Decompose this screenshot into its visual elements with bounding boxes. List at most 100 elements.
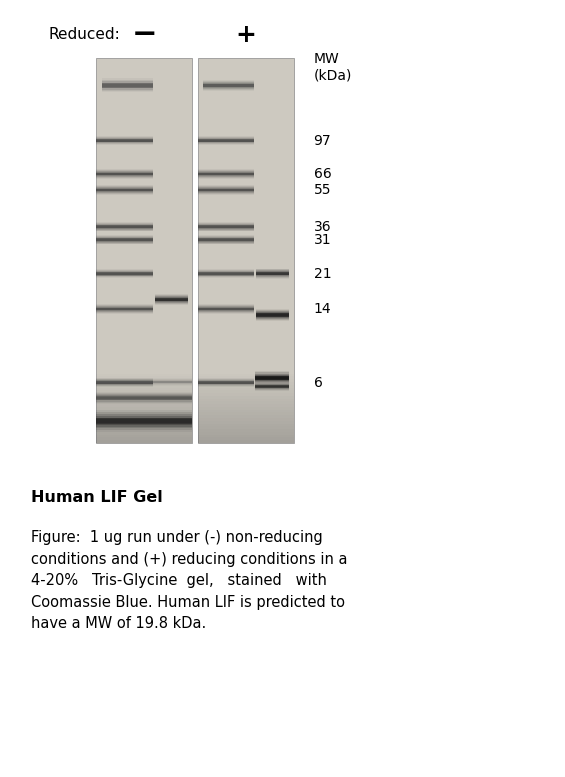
Bar: [198, 378, 254, 387]
Text: +: +: [236, 23, 256, 47]
Bar: [198, 173, 254, 175]
Bar: [198, 136, 254, 145]
Bar: [198, 140, 254, 141]
Bar: [203, 83, 254, 88]
Bar: [96, 388, 192, 390]
Bar: [198, 385, 294, 388]
Bar: [198, 272, 254, 275]
Bar: [256, 313, 289, 317]
Bar: [255, 385, 289, 388]
Bar: [198, 382, 254, 384]
Bar: [198, 238, 254, 242]
Bar: [102, 82, 153, 89]
Bar: [198, 440, 294, 443]
Bar: [96, 376, 192, 379]
Bar: [96, 418, 192, 420]
Bar: [96, 139, 153, 142]
Text: 97: 97: [314, 134, 331, 148]
Bar: [96, 382, 153, 384]
Bar: [96, 416, 192, 427]
Text: 31: 31: [314, 233, 331, 247]
Bar: [198, 306, 254, 312]
Bar: [96, 379, 153, 386]
Bar: [96, 305, 153, 314]
Bar: [255, 375, 289, 382]
Bar: [203, 79, 254, 91]
Bar: [96, 239, 153, 241]
Bar: [96, 381, 192, 383]
Bar: [96, 270, 153, 277]
Bar: [198, 226, 254, 228]
Bar: [96, 237, 153, 242]
Text: 66: 66: [314, 167, 331, 181]
Bar: [155, 294, 188, 305]
Bar: [96, 393, 192, 395]
Bar: [198, 239, 254, 241]
Bar: [198, 307, 254, 311]
Bar: [96, 379, 192, 385]
Bar: [198, 390, 294, 393]
Bar: [96, 186, 153, 193]
Bar: [256, 272, 289, 275]
Bar: [198, 418, 294, 420]
Text: MW
(kDa): MW (kDa): [314, 52, 352, 82]
Bar: [255, 384, 289, 389]
Text: 14: 14: [314, 302, 331, 316]
Bar: [96, 308, 153, 310]
Bar: [96, 308, 153, 310]
Bar: [102, 78, 153, 92]
Bar: [96, 380, 192, 384]
Bar: [198, 270, 254, 277]
Bar: [255, 376, 289, 380]
Bar: [96, 396, 192, 399]
Bar: [96, 382, 192, 383]
Bar: [198, 399, 294, 402]
Bar: [96, 171, 153, 177]
Bar: [96, 140, 153, 141]
Bar: [96, 305, 153, 312]
Bar: [198, 420, 294, 423]
Bar: [96, 410, 192, 432]
Bar: [96, 307, 153, 311]
Bar: [198, 381, 254, 385]
Text: 55: 55: [314, 183, 331, 197]
Bar: [102, 84, 153, 87]
Bar: [96, 224, 153, 229]
Bar: [198, 388, 294, 390]
Bar: [255, 385, 289, 388]
Bar: [96, 382, 153, 384]
Bar: [96, 138, 153, 144]
Bar: [198, 427, 294, 429]
Bar: [96, 429, 192, 432]
Bar: [255, 374, 289, 382]
Bar: [198, 137, 254, 145]
Bar: [155, 298, 188, 301]
Bar: [256, 310, 289, 320]
Text: Reduced:: Reduced:: [48, 27, 120, 43]
Bar: [198, 172, 254, 176]
Bar: [198, 138, 254, 144]
Bar: [96, 440, 192, 443]
Bar: [198, 379, 254, 386]
Bar: [96, 235, 153, 245]
Bar: [96, 392, 192, 404]
Bar: [96, 396, 192, 399]
Bar: [198, 225, 254, 228]
Bar: [198, 395, 294, 399]
Bar: [155, 298, 188, 301]
Bar: [198, 236, 254, 243]
Bar: [198, 139, 254, 142]
Bar: [256, 272, 289, 275]
Bar: [96, 402, 192, 404]
Bar: [256, 270, 289, 277]
Text: 21: 21: [314, 267, 331, 280]
Bar: [198, 171, 254, 177]
Bar: [198, 239, 254, 241]
Bar: [198, 434, 294, 437]
Bar: [198, 308, 254, 310]
Bar: [256, 309, 289, 321]
Bar: [256, 313, 289, 317]
Bar: [198, 271, 254, 277]
Bar: [198, 382, 254, 384]
Bar: [96, 188, 153, 192]
